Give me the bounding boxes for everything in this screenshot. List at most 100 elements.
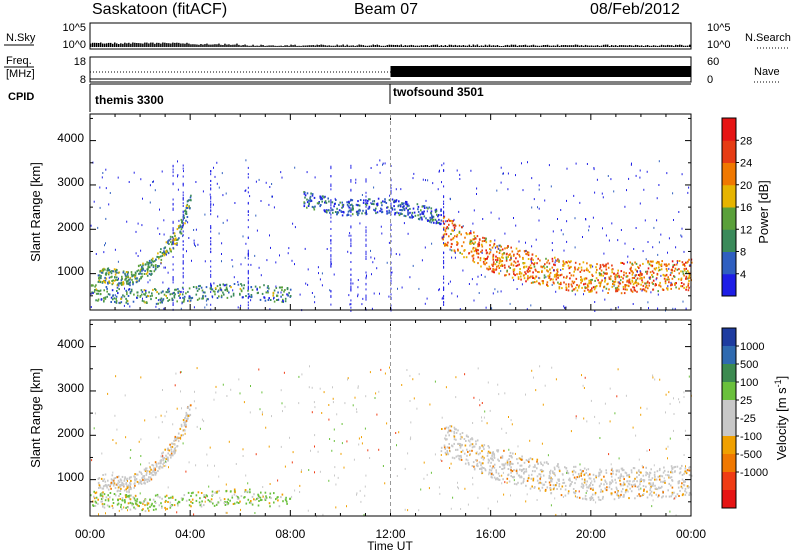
power-cell (672, 264, 675, 267)
velocity-cell (102, 491, 104, 494)
velocity-cell (653, 471, 656, 474)
power-cell (132, 300, 135, 303)
velocity-cell (107, 392, 109, 395)
velocity-cell (639, 495, 641, 498)
velocity-cell (519, 464, 522, 467)
velocity-cell (107, 484, 110, 486)
power-cell (174, 235, 176, 237)
power-cell (640, 283, 642, 286)
nsky-bar (226, 44, 228, 47)
velocity-cell (108, 484, 111, 487)
power-cell (320, 196, 323, 199)
nsky-bar (272, 45, 274, 47)
power-cell (181, 293, 184, 296)
velocity-cell (109, 496, 111, 499)
velocity-cell (153, 469, 155, 472)
velocity-cell (284, 498, 286, 501)
power-cell (103, 279, 105, 282)
velocity-cell (410, 436, 412, 439)
velocity-cell (507, 468, 510, 470)
power-cell (430, 218, 432, 221)
power-cell (139, 295, 142, 298)
velocity-cell (589, 484, 591, 487)
power-cell (140, 293, 143, 296)
power-cell (180, 307, 182, 310)
power-cell (335, 199, 337, 201)
velocity-cell (118, 509, 120, 512)
nsky-bar (346, 44, 348, 47)
velocity-cell (337, 476, 339, 479)
power-cell (156, 255, 158, 258)
power-cell (656, 272, 659, 275)
power-cell (120, 301, 123, 304)
velocity-cell (165, 458, 168, 460)
power-cell (106, 290, 108, 293)
power-cell (324, 195, 326, 198)
velocity-cell (356, 408, 357, 411)
power-cell (471, 255, 474, 258)
power-cell (527, 270, 529, 273)
velocity-cell (140, 482, 143, 485)
power-cell (555, 259, 557, 262)
velocity-cell (489, 465, 491, 468)
velocity-cell (671, 479, 674, 482)
nsky-bar (618, 45, 621, 47)
power-cell (622, 277, 624, 280)
velocity-cell (94, 492, 97, 495)
power-cell (543, 274, 546, 277)
velocity-cell (591, 493, 594, 496)
power-cell (278, 298, 280, 301)
power-cell (423, 215, 426, 218)
velocity-cell (107, 498, 110, 501)
velocity-cell (551, 471, 554, 474)
velocity-cell (627, 474, 629, 477)
power-cell (115, 271, 118, 274)
power-cell (155, 265, 157, 268)
nsky-bar (516, 45, 519, 47)
power-cell (501, 253, 504, 256)
nsky-bar (408, 45, 410, 47)
power-cell (202, 291, 205, 294)
velocity-cell (143, 475, 146, 477)
power-cell (514, 261, 517, 264)
velocity-cell (469, 444, 471, 447)
power-cell (456, 295, 458, 298)
velocity-cell (645, 485, 647, 488)
power-cell (672, 266, 674, 269)
power-cell (128, 288, 131, 291)
power-cell (160, 297, 163, 300)
velocity-cell (413, 397, 415, 400)
power-cell (687, 282, 690, 285)
velocity-cell (548, 481, 551, 484)
nsky-bar (366, 45, 368, 47)
power-cell (255, 214, 257, 217)
power-cell (350, 299, 352, 302)
nsky-bar (436, 44, 439, 47)
velocity-cell (658, 494, 660, 497)
velocity-cell (129, 494, 131, 497)
power-cell (146, 261, 148, 264)
power-cell (597, 279, 599, 282)
power-cell (105, 217, 107, 220)
velocity-cell (650, 468, 652, 471)
velocity-cell (165, 508, 167, 511)
power-cell (157, 299, 159, 302)
power-cell (168, 243, 170, 245)
power-cell (594, 191, 596, 194)
power-cell (129, 281, 131, 284)
velocity-cell (655, 487, 658, 490)
power-cell (587, 285, 590, 288)
power-cell (603, 286, 605, 289)
velocity-cell (307, 509, 309, 512)
velocity-cell (188, 414, 191, 417)
velocity-cell (620, 467, 623, 470)
power-cell (471, 242, 474, 245)
velocity-cell (630, 469, 633, 472)
velocity-cell (277, 496, 279, 499)
power-cell (352, 282, 354, 285)
velocity-cell (124, 394, 126, 397)
power-cell (593, 168, 595, 171)
velocity-cell (684, 429, 686, 432)
velocity-cell (180, 423, 183, 426)
power-cell (673, 219, 674, 221)
